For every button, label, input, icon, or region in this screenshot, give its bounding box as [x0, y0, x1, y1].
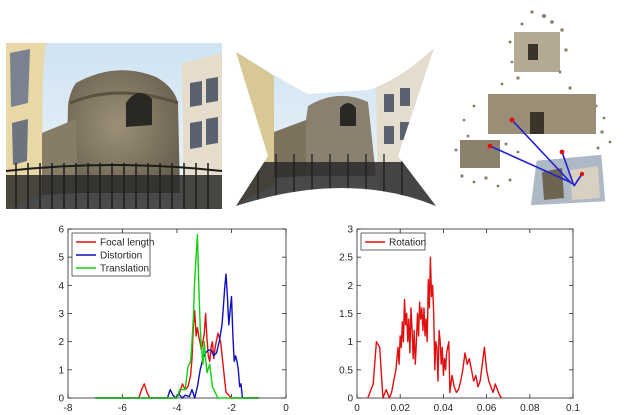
y-tick-label: 2 [347, 281, 353, 292]
x-tick-label: -4 [173, 403, 182, 414]
y-tick-label: 1 [58, 365, 64, 376]
legend-label: Distortion [100, 251, 142, 262]
fisheye-photo [6, 43, 222, 209]
x-tick-label: 0.08 [520, 403, 540, 414]
legend-box [360, 232, 426, 251]
fisheye-photo-drawing [6, 43, 222, 209]
plot-frame [356, 228, 574, 399]
y-tick-label: 2.5 [339, 253, 353, 264]
x-tick-label: 0.1 [566, 403, 580, 414]
x-tick-label: 0.02 [390, 403, 410, 414]
x-tick-label: 0 [354, 403, 360, 414]
y-tick-label: 0 [347, 394, 353, 405]
legend-label: Translation [100, 264, 149, 275]
x-tick-label: -6 [118, 403, 127, 414]
undistorted-photo [228, 46, 442, 208]
legend-label: Focal length [100, 238, 154, 249]
x-tick-label: -2 [227, 403, 236, 414]
y-tick-label: 3 [347, 225, 353, 236]
y-tick-label: 6 [58, 225, 64, 236]
series-line-distortion [95, 273, 259, 399]
y-tick-label: 3 [58, 309, 64, 320]
undistorted-photo-drawing [236, 48, 436, 206]
sparse-3d-reconstruction [452, 2, 622, 212]
series-line-translation [95, 233, 259, 399]
series-line-rotation [367, 256, 503, 399]
legend-label: Rotation [389, 238, 426, 249]
y-tick-label: 5 [58, 253, 64, 264]
x-tick-label: 0.06 [477, 403, 497, 414]
x-tick-label: 0.04 [434, 403, 454, 414]
histogram-left: -8 -6 -4 -2 0 0 1 2 3 4 5 6 Focal length Distortion Tr… [58, 225, 289, 415]
point-cloud-drawing [454, 10, 612, 207]
y-tick-label: 0 [58, 394, 64, 405]
y-tick-label: 1.5 [339, 309, 353, 320]
y-tick-label: 2 [58, 337, 64, 348]
x-tick-label: 0 [283, 403, 289, 414]
x-tick-label: -8 [64, 403, 73, 414]
y-tick-label: 1 [347, 337, 353, 348]
y-tick-label: 0.5 [339, 365, 353, 376]
y-tick-label: 4 [58, 281, 64, 292]
histogram-right: 0 0.02 0.04 0.06 0.08 0.1 0 0.5 1 1.5 2 2.5 3 Rotatio… [339, 225, 580, 415]
